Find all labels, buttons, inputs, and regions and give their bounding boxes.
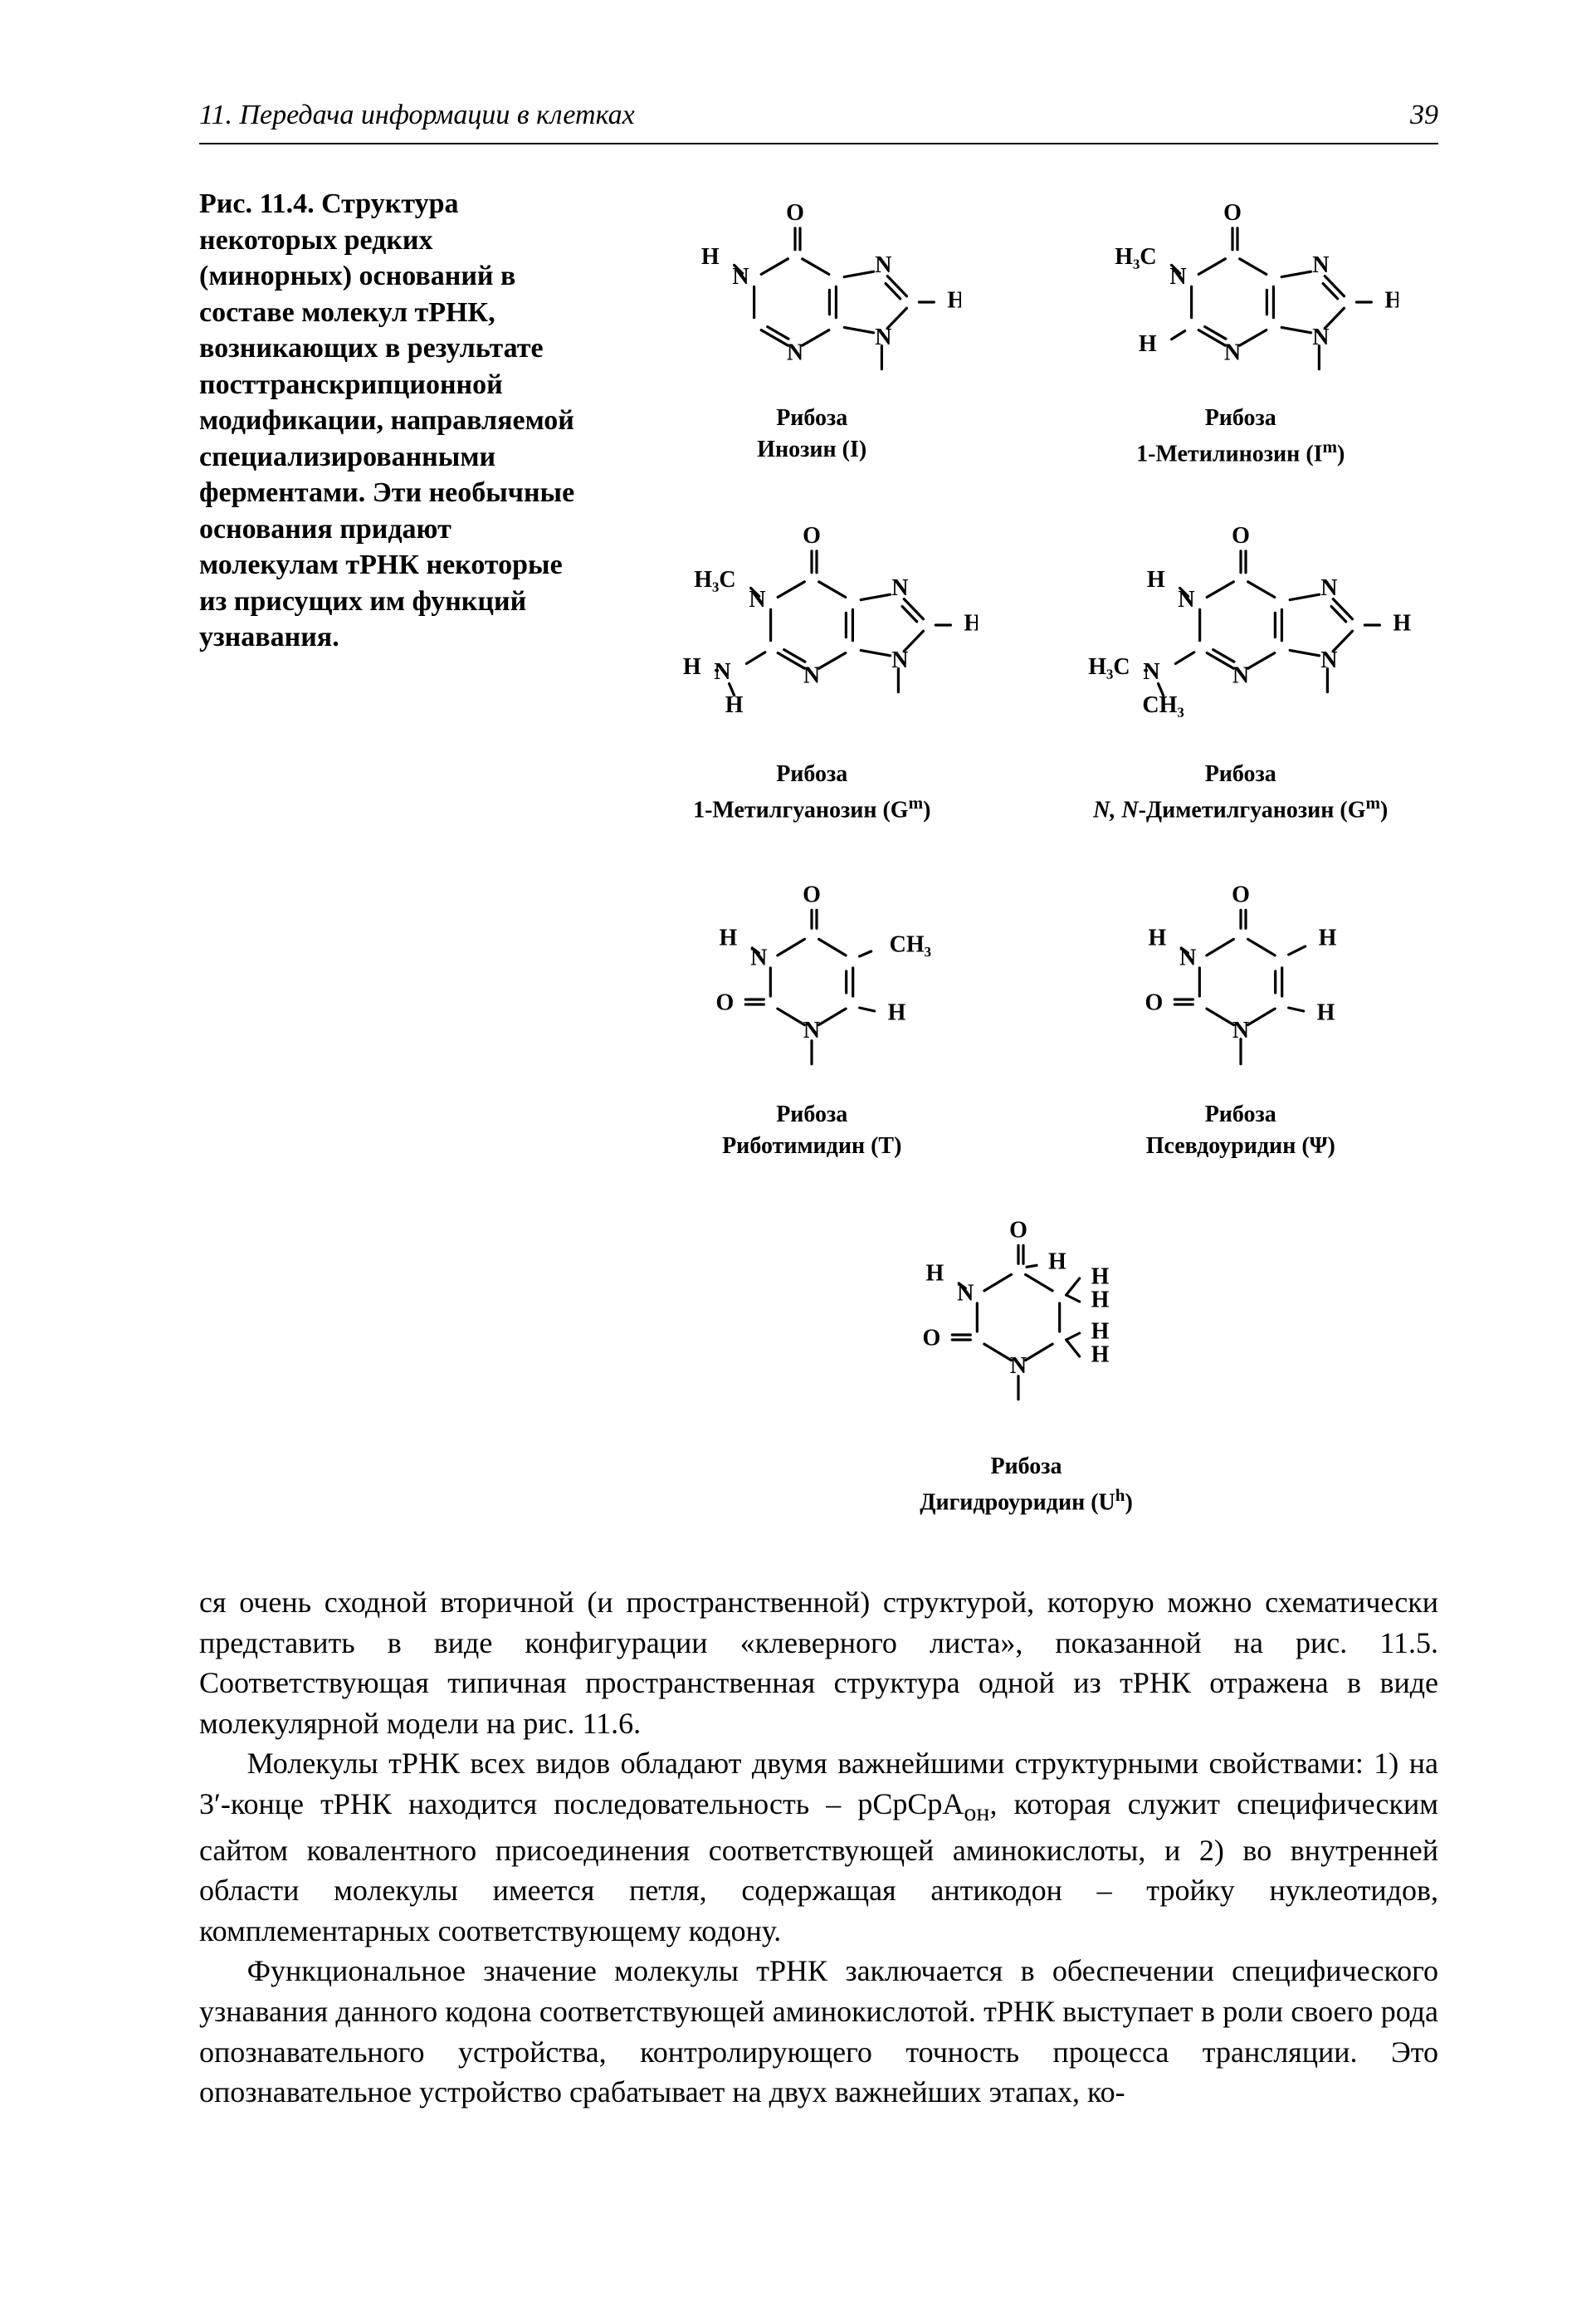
svg-text:H₃C: H₃C <box>694 567 735 593</box>
svg-text:H: H <box>925 1260 944 1286</box>
svg-text:N: N <box>1320 647 1337 673</box>
svg-text:H₃C: H₃C <box>1115 244 1156 270</box>
molecule-name: Псевдоуридин (Ψ) <box>1043 1133 1439 1160</box>
ribose-label: Рибоза <box>614 1454 1438 1480</box>
svg-text:O: O <box>716 989 735 1015</box>
svg-text:O: O <box>803 524 821 550</box>
svg-text:O: O <box>1232 882 1250 907</box>
molecule-name: 1-Метилгуанозин (Gm) <box>614 793 1010 823</box>
inosine-structure: ONNNNHH <box>662 186 961 402</box>
figure-11-4: Рис. 11.4. Структура некоторых редких (м… <box>199 186 1438 1516</box>
molecule-name: N, N-Диметилгуанозин (Gm) <box>1043 793 1439 823</box>
svg-text:N: N <box>892 575 909 601</box>
svg-text:H: H <box>1139 331 1157 357</box>
svg-text:H: H <box>683 654 701 680</box>
svg-text:N: N <box>1320 575 1337 601</box>
page-number: 39 <box>1410 100 1438 131</box>
paragraph: Функциональное значение молекулы тРНК за… <box>199 1951 1438 2112</box>
svg-text:H: H <box>1148 925 1166 950</box>
chapter-title: 11. Передача информации в клетках <box>199 100 635 131</box>
molecule-nn-dimethylguanosine: ONNNNHNH₃CCH₃H Рибоза N, N-Диметилгуаноз… <box>1043 509 1439 823</box>
svg-text:H: H <box>1091 1318 1109 1344</box>
svg-text:N: N <box>1143 659 1159 685</box>
pseudouridine-structure: OONNHHH <box>1116 866 1365 1098</box>
figure-caption: Рис. 11.4. Структура некоторых редких (м… <box>199 186 581 656</box>
ribose-label: Рибоза <box>1043 405 1439 432</box>
svg-text:N: N <box>1178 587 1194 613</box>
svg-text:N: N <box>1232 663 1249 689</box>
svg-text:H₃C: H₃C <box>1088 654 1130 680</box>
svg-text:H: H <box>1147 567 1165 593</box>
ribose-label: Рибоза <box>614 1102 1010 1128</box>
svg-text:H: H <box>1091 1287 1109 1312</box>
molecule-1-methylinosine: O N N N N H₃C H H Рибоза 1-Метилинозин (Im) <box>1043 186 1439 467</box>
dmg-structure: ONNNNHNH₃CCH₃H <box>1066 509 1415 758</box>
ribose-label: Рибоза <box>1043 1102 1439 1128</box>
m1g-structure: ONNNNH₃CNHHH <box>646 509 978 758</box>
svg-text:H: H <box>725 692 744 718</box>
molecule-pseudouridine: OONNHHH Рибоза Псевдоуридин (Ψ) <box>1043 866 1439 1160</box>
svg-text:N: N <box>749 587 766 613</box>
svg-text:O: O <box>786 200 804 226</box>
svg-text:H: H <box>1048 1248 1066 1274</box>
paragraph-continuation: ся очень сходной вторичной (и пространст… <box>199 1582 1438 1743</box>
svg-text:O: O <box>1145 989 1163 1015</box>
svg-text:H: H <box>1318 925 1336 950</box>
svg-text:H: H <box>1384 287 1398 313</box>
molecule-ribothymidine: OONNHCH₃H Рибоза Риботимидин (T) <box>614 866 1010 1160</box>
svg-text:H: H <box>948 287 962 313</box>
svg-text:O: O <box>1009 1217 1027 1243</box>
svg-text:O: O <box>1223 200 1242 226</box>
svg-text:H: H <box>964 611 979 637</box>
body-text: ся очень сходной вторичной (и пространст… <box>199 1582 1438 2113</box>
svg-text:H: H <box>1091 1263 1109 1289</box>
running-header: 11. Передача информации в клетках 39 <box>199 100 1438 144</box>
molecule-name: Инозин (I) <box>614 437 1010 463</box>
svg-text:O: O <box>803 882 821 907</box>
svg-text:N: N <box>715 659 731 685</box>
svg-text:H: H <box>1091 1341 1109 1367</box>
svg-text:H: H <box>1316 999 1335 1025</box>
paragraph: Молекулы тРНК всех видов обладают двумя … <box>199 1743 1438 1951</box>
svg-text:O: O <box>1232 524 1250 550</box>
molecule-name: Дигидроуридин (Uh) <box>614 1485 1438 1516</box>
m1inosine-structure: O N N N N H₃C H H <box>1083 186 1398 402</box>
molecule-dihydrouridine: OONNHHHHHH Рибоза Дигидроуридин (Uh) <box>614 1201 1438 1516</box>
svg-text:H: H <box>888 999 906 1025</box>
molecule-1-methylguanosine: ONNNNH₃CNHHH Рибоза 1-Метилгуанозин (Gm) <box>614 509 1010 823</box>
svg-text:N: N <box>1312 325 1329 350</box>
svg-text:N: N <box>1224 340 1241 366</box>
dihydrouridine-structure: OONNHHHHHH <box>894 1201 1159 1450</box>
molecule-name: Риботимидин (T) <box>614 1133 1010 1160</box>
svg-text:N: N <box>892 647 909 673</box>
svg-text:H: H <box>720 925 738 950</box>
svg-text:CH₃: CH₃ <box>1142 692 1184 718</box>
svg-text:O: O <box>922 1325 940 1351</box>
ribose-label: Рибоза <box>614 405 1010 432</box>
svg-text:N: N <box>803 663 820 689</box>
page: 11. Передача информации в клетках 39 Рис… <box>0 0 1596 2321</box>
svg-text:H: H <box>1393 611 1411 637</box>
svg-text:N: N <box>876 252 892 278</box>
svg-text:N: N <box>733 264 749 290</box>
svg-text:N: N <box>1312 252 1329 278</box>
svg-text:N: N <box>876 325 892 350</box>
svg-text:N: N <box>787 340 803 366</box>
ribothymidine-structure: OONNHCH₃H <box>687 866 936 1098</box>
ribose-label: Рибоза <box>1043 761 1439 788</box>
ribose-label: Рибоза <box>614 761 1010 788</box>
molecule-name: 1-Метилинозин (Im) <box>1043 437 1439 467</box>
svg-text:H: H <box>701 244 720 270</box>
molecule-inosine: ONNNNHH Рибоза Инозин (I) <box>614 186 1010 463</box>
svg-text:CH₃: CH₃ <box>890 931 931 957</box>
svg-text:N: N <box>1169 264 1186 290</box>
